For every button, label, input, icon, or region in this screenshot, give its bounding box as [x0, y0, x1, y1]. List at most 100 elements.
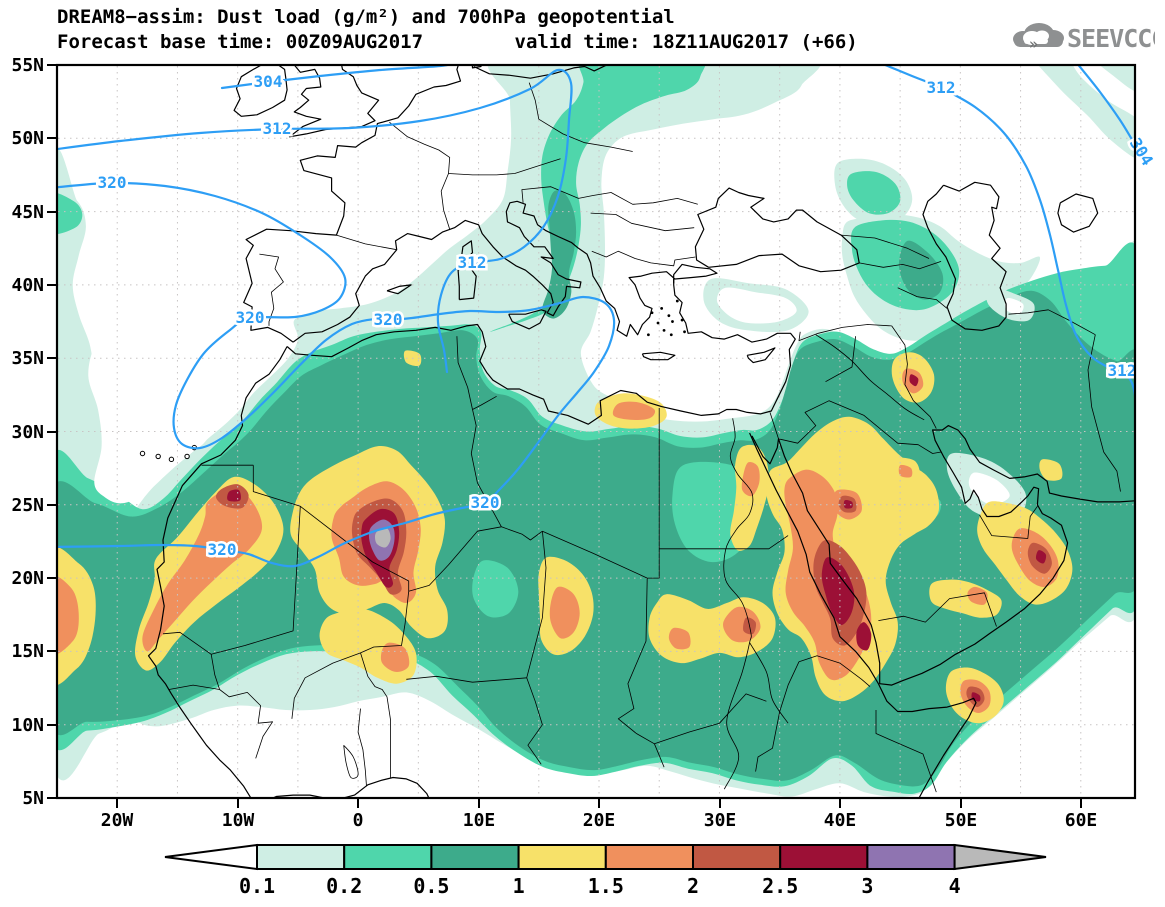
country-border [336, 234, 397, 251]
island-dot [650, 311, 654, 315]
colorbar-segment [517, 844, 607, 870]
dust-contour-region [909, 374, 919, 387]
country-border [408, 526, 502, 592]
country-border [162, 506, 301, 655]
dust-contour-region [856, 622, 872, 651]
country-border [755, 661, 800, 772]
country-border [456, 336, 473, 410]
geopotential-contours [57, 65, 1135, 568]
map-subtitle-times: Forecast base time: 00Z09AUG2017 valid t… [57, 31, 858, 53]
coastline [694, 187, 860, 273]
coastline [1057, 193, 1099, 233]
river [723, 418, 754, 790]
coastline [386, 284, 412, 295]
coastline [471, 65, 482, 69]
colorbar-segment [692, 844, 782, 870]
country-border [472, 395, 497, 410]
colorbar-segment [779, 844, 869, 870]
dust-contour-region [375, 527, 391, 548]
dust-contour-region [898, 464, 913, 478]
country-border [542, 530, 648, 579]
country-border [440, 173, 451, 230]
coastline [922, 181, 1007, 331]
dust-contour-region [549, 586, 580, 639]
dust-contour-region [1004, 297, 1024, 315]
colorbar-right-arrow [953, 843, 1047, 871]
logo-text: SEEVCCC [1067, 24, 1155, 53]
island-outline [139, 450, 146, 457]
coastline [243, 65, 462, 343]
dust-contour-region [843, 500, 853, 509]
colorbar-tick-label: 1.5 [588, 874, 624, 898]
colorbar-segment [343, 844, 433, 870]
y-axis-tick-label: 35N [11, 348, 44, 369]
island-dot [680, 318, 684, 322]
geopotential-contour-label: 320 [98, 173, 127, 192]
island-dot [671, 320, 674, 323]
coastline [641, 351, 676, 361]
country-border [798, 655, 871, 687]
geopotential-contour-label: 304 [254, 72, 283, 91]
dust-contour-region [380, 642, 410, 672]
coastline [286, 279, 796, 425]
country-border [878, 592, 997, 627]
river [815, 334, 925, 421]
x-axis-tick-label: 60E [1065, 810, 1098, 831]
island-dot [669, 333, 673, 337]
coastline [749, 432, 977, 798]
dust-contour-region [490, 65, 706, 332]
country-border [875, 710, 937, 793]
colorbar-tick-label: 1 [513, 874, 525, 898]
country-border [389, 121, 451, 174]
country-border [448, 158, 561, 176]
colorbar-tick-label: 4 [949, 874, 961, 898]
colorbar-segment [866, 844, 956, 870]
colorbar-left-arrow [164, 843, 258, 871]
island-dot [656, 321, 660, 325]
dust-contour-region [57, 576, 79, 655]
island-dot [667, 314, 671, 318]
dust-contour-region [472, 560, 519, 618]
y-axis-tick-label: 5N [22, 788, 44, 809]
cloud-icon: » [1013, 23, 1064, 53]
country-border [501, 526, 543, 541]
country-border [1008, 309, 1096, 336]
country-borders [162, 82, 1121, 793]
colorbar-segment [604, 844, 694, 870]
country-border [798, 324, 892, 341]
island-outline [168, 456, 175, 463]
geopotential-contour-line [882, 65, 1135, 401]
coastline [292, 200, 718, 343]
island-dot [660, 306, 664, 310]
country-border [979, 506, 1038, 539]
coastline [746, 347, 776, 364]
geopotential-contour-label: 320 [208, 540, 237, 559]
dust-contour-region [741, 461, 760, 497]
country-border [360, 652, 391, 778]
colorbar-tick-label: 0.2 [326, 874, 362, 898]
country-border [521, 186, 698, 205]
x-axis-tick-label: 40E [824, 810, 857, 831]
y-axis-tick-label: 30N [11, 422, 44, 443]
coastline [288, 65, 380, 138]
country-border [825, 336, 856, 383]
geopotential-contour-label: 320 [471, 493, 500, 512]
coastline [508, 309, 547, 330]
country-border [617, 578, 665, 768]
coastline [751, 425, 1135, 686]
map-title: DREAM8−assim: Dust load (g/m²) and 700hP… [57, 6, 675, 28]
geopotential-contour-label: 312 [1108, 361, 1137, 380]
country-border [647, 548, 660, 579]
country-border [859, 261, 942, 270]
country-border [591, 250, 696, 267]
x-axis-tick-label: 10E [463, 810, 496, 831]
dust-contour-region [668, 627, 691, 650]
coastlines [139, 65, 1135, 798]
country-border [406, 675, 527, 683]
country-border [891, 325, 937, 429]
country-border [841, 234, 930, 259]
country-border [526, 531, 547, 678]
island-outline [155, 453, 161, 460]
dust-contour-region [968, 472, 1010, 505]
